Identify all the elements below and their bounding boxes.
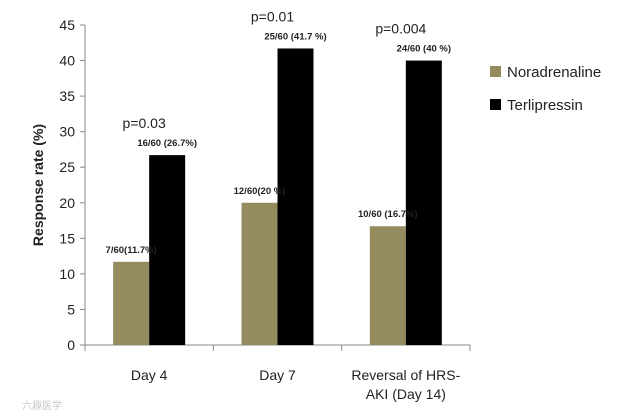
bar-terlipressin-3 bbox=[405, 60, 442, 346]
y-tick-label: 35 bbox=[59, 88, 75, 104]
data-label: 24/60 (40 %) bbox=[397, 44, 451, 55]
legend: Noradrenaline Terlipressin bbox=[490, 64, 601, 114]
data-label: 10/60 (16.7%) bbox=[358, 209, 418, 220]
legend-label: Noradrenaline bbox=[507, 64, 601, 81]
data-label: 7/60(11.7%) bbox=[106, 245, 157, 256]
y-tick-label: 40 bbox=[59, 53, 75, 69]
y-tick-label: 20 bbox=[59, 195, 75, 211]
axes: 0 5 10 15 20 25 30 35 40 45 Day 4 Day 7 Reversal of … bbox=[59, 17, 471, 402]
y-tick-label: 10 bbox=[59, 266, 75, 282]
y-tick-label: 15 bbox=[59, 230, 75, 246]
data-label: 25/60 (41.7 %) bbox=[264, 31, 326, 42]
y-tick-label: 5 bbox=[67, 301, 75, 317]
bar-terlipressin-1 bbox=[149, 155, 186, 345]
y-tick-label: 0 bbox=[67, 337, 75, 353]
legend-label: Terlipressin bbox=[507, 97, 583, 114]
bar-noradrenaline-2 bbox=[241, 202, 278, 345]
y-tick-label: 25 bbox=[59, 159, 75, 175]
watermark: 六趣医学 bbox=[22, 399, 62, 412]
p-value-label: p=0.01 bbox=[251, 8, 294, 24]
x-category-label: Reversal of HRS- bbox=[351, 367, 460, 383]
legend-swatch bbox=[490, 99, 501, 110]
data-labels: 7/60(11.7%) 12/60(20 %) 10/60 (16.7%) 16/60… bbox=[106, 8, 451, 255]
bar-noradrenaline-3 bbox=[369, 226, 406, 345]
data-label: 16/60 (26.7%) bbox=[137, 138, 197, 149]
bar-noradrenaline-1 bbox=[113, 261, 150, 345]
legend-swatch bbox=[490, 66, 501, 77]
x-category-label: Day 4 bbox=[131, 367, 168, 383]
y-tick-label: 45 bbox=[59, 17, 75, 33]
x-category-label: Day 7 bbox=[259, 367, 296, 383]
data-label: 12/60(20 %) bbox=[234, 186, 286, 197]
p-value-label: p=0.004 bbox=[375, 21, 426, 37]
x-category-label: AKI (Day 14) bbox=[366, 386, 446, 402]
y-axis-title: Response rate (%) bbox=[30, 124, 46, 246]
bar-terlipressin-2 bbox=[277, 48, 314, 345]
bars bbox=[113, 48, 442, 346]
p-value-label: p=0.03 bbox=[123, 115, 166, 131]
y-tick-label: 30 bbox=[59, 124, 75, 140]
